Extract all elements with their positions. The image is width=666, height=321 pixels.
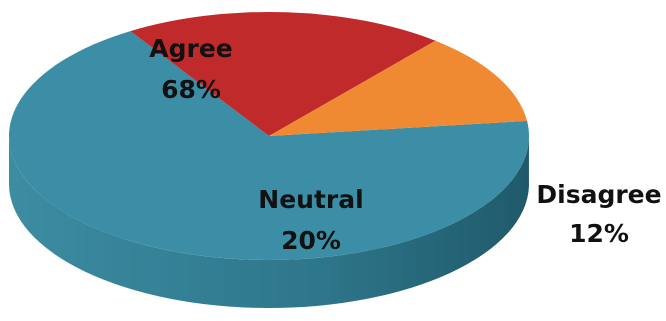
slice-label-agree: Agree	[149, 34, 232, 63]
slice-label-neutral: Neutral	[258, 185, 363, 214]
pie-tops	[8, 11, 529, 260]
slice-label-disagree: Disagree	[536, 180, 661, 209]
slice-side-agree	[9, 136, 529, 309]
slice-top-agree	[8, 31, 529, 260]
slice-value-agree: 68%	[161, 75, 221, 104]
slice-value-disagree: 12%	[569, 219, 629, 248]
slice-value-neutral: 20%	[281, 226, 341, 255]
slice-top-disagree	[269, 40, 528, 137]
pie-labels: Agree 68% Neutral 20% Disagree 12%	[149, 34, 661, 255]
slice-top-neutral	[130, 11, 436, 136]
